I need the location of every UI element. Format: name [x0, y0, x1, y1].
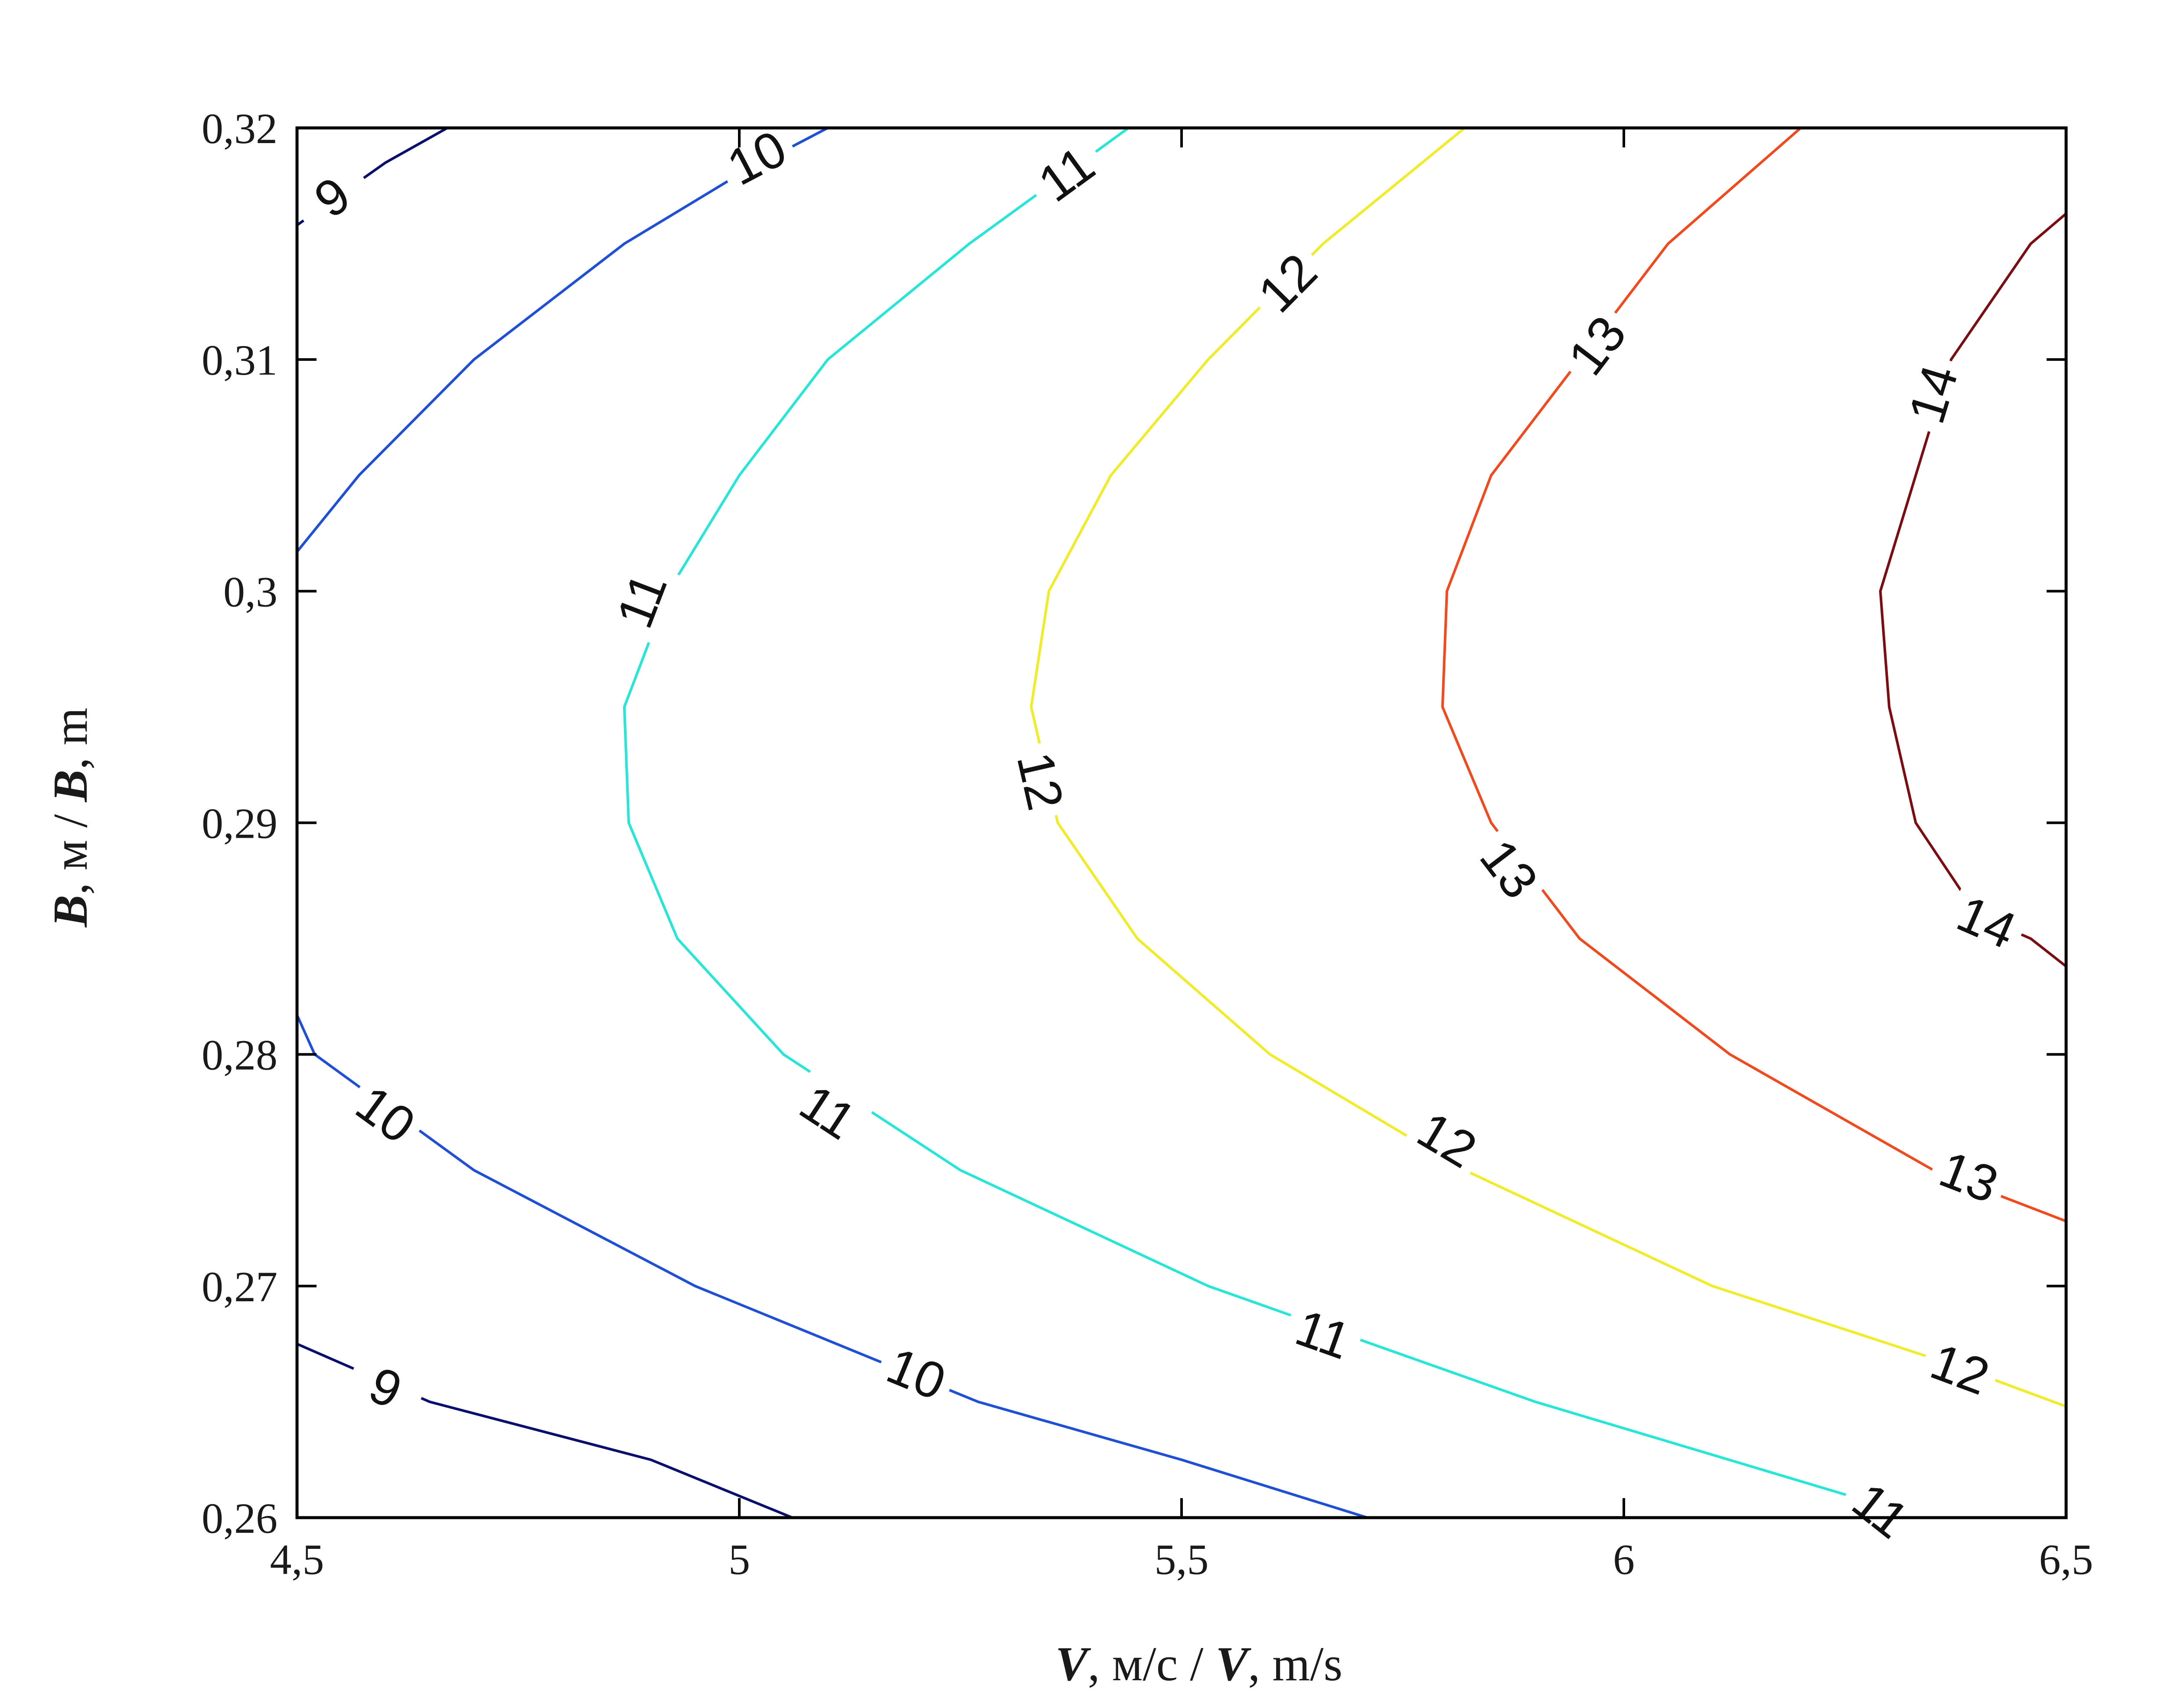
contour-label-11: 11 — [1028, 135, 1105, 213]
y-axis-unit-ru: , м / — [44, 802, 98, 895]
y-tick-label: 0,28 — [202, 1031, 278, 1079]
contour-label-group: 12 — [1401, 1098, 1492, 1182]
contour-label-backdrop — [1401, 1098, 1492, 1182]
contour-label-backdrop — [712, 117, 802, 199]
axis-ticks — [296, 127, 2067, 1519]
contour-label-group: 11 — [604, 556, 680, 645]
contour-label-backdrop — [1835, 1466, 1926, 1555]
y-axis-var-en: B — [44, 770, 98, 803]
contour-label-backdrop — [1897, 351, 1970, 438]
contour-label-group: 10 — [872, 1335, 961, 1413]
y-tick-label: 0,29 — [202, 800, 278, 848]
x-tick-label: 6,5 — [2039, 1535, 2093, 1584]
contour-label-11: 11 — [790, 1074, 866, 1151]
contour-label-group: 9 — [341, 1349, 430, 1427]
plot-frame — [295, 126, 2068, 1519]
x-axis-unit-en: , m/s — [1248, 1637, 1342, 1691]
x-axis-var-en: V — [1216, 1637, 1252, 1691]
contour-label-13: 13 — [1469, 829, 1549, 909]
contour-label-12: 12 — [1247, 243, 1328, 323]
y-tick-label: 0,32 — [202, 105, 278, 153]
contour-label-backdrop — [341, 1349, 430, 1427]
y-tick-label: 0,26 — [202, 1494, 278, 1542]
contour-label-backdrop — [604, 556, 680, 645]
contour-label-backdrop — [287, 154, 378, 241]
contour-label-12: 12 — [1408, 1101, 1486, 1179]
x-tick-labels: 4,5 5 5,5 6 6,5 — [270, 1535, 2093, 1584]
contour-label-backdrop — [1465, 823, 1553, 915]
contour-label-backdrop — [1942, 883, 2031, 962]
contour-label-group: 12 — [1916, 1331, 2004, 1408]
contour-line-13 — [1441, 127, 2067, 1223]
contour-label-group: 11 — [1021, 131, 1113, 218]
contour-label-group: 13 — [1925, 1139, 2013, 1216]
contour-label-group: 9 — [287, 154, 378, 241]
y-tick-label: 0,27 — [202, 1263, 278, 1311]
contour-label-backdrop — [1916, 1331, 2004, 1408]
x-axis-title: V, м/с / V, m/s — [1055, 1637, 1342, 1691]
contour-label-group: 14 — [1897, 351, 1970, 438]
contour-label-group: 12 — [1006, 739, 1075, 823]
contour-label-backdrop — [1006, 739, 1075, 823]
x-tick-label: 4,5 — [270, 1535, 324, 1584]
y-tick-label: 0,3 — [223, 568, 278, 616]
contour-line-11 — [623, 127, 1890, 1531]
contour-label-11: 11 — [1842, 1472, 1919, 1549]
y-tick-label: 0,31 — [202, 336, 278, 384]
contour-label-group: 12 — [1242, 238, 1333, 328]
contour-label-backdrop — [1242, 238, 1333, 328]
contour-label-group: 14 — [1942, 883, 2031, 962]
contour-label-group: 11 — [782, 1069, 874, 1155]
y-axis-title: B, м / B, m — [44, 708, 98, 928]
contour-label-backdrop — [872, 1335, 961, 1413]
x-tick-label: 6 — [1613, 1535, 1635, 1584]
contour-label-12: 12 — [1006, 747, 1074, 815]
x-axis-var: V — [1055, 1637, 1091, 1691]
contour-label-group: 11 — [1279, 1297, 1367, 1372]
y-axis-var: B — [44, 895, 98, 928]
contour-lines — [296, 127, 2067, 1531]
x-tick-label: 5 — [728, 1535, 750, 1584]
contour-line-14 — [1879, 212, 2067, 968]
contour-label-backdrop — [1021, 131, 1113, 218]
contour-label-backdrop — [1553, 300, 1641, 392]
x-axis-unit-ru: , м/с / — [1088, 1637, 1216, 1691]
contour-label-backdrop — [1925, 1139, 2013, 1216]
contour-label-group: 11 — [1835, 1466, 1926, 1555]
contour-label-backdrop — [340, 1071, 431, 1158]
contour-line-12 — [1030, 127, 2067, 1408]
x-tick-label: 5,5 — [1155, 1535, 1209, 1584]
y-tick-labels: 0,26 0,27 0,28 0,29 0,3 0,31 0,32 — [202, 105, 278, 1542]
contour-label-backdrop — [1279, 1297, 1367, 1372]
contour-label-group: 13 — [1465, 823, 1553, 915]
contour-label-backdrop — [782, 1069, 874, 1155]
y-axis-unit-en: , m — [44, 708, 98, 770]
